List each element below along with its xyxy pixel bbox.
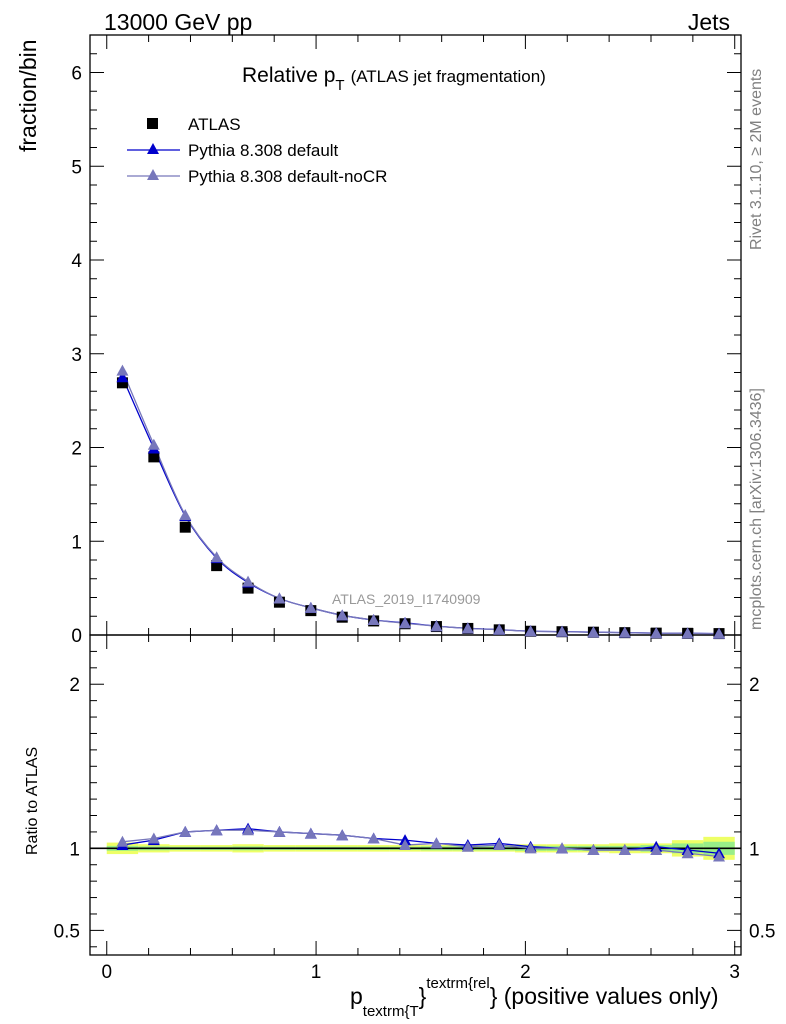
y-tick-label-main: 2 [71,439,82,460]
legend-label-nocr: Pythia 8.308 default-noCR [188,167,387,186]
y-tick-label-main: 4 [71,251,82,272]
ratio-point-pythia-8-308-default-nocr [618,843,631,855]
point-pythia-8-308-default-nocr [147,438,160,450]
ratio-point-pythia-8-308-default-nocr [461,840,474,852]
ratio-point-pythia-8-308-default-nocr [524,842,537,854]
xlabel-rest: } (positive values only) [490,983,719,1009]
y-tick-label-main: 1 [71,532,82,553]
axis-tick-labels: 0 1 2 3 0 1 2 3 4 5 6 0.5 0.5 1 1 2 2 [54,64,776,984]
header-left: 13000 GeV pp [104,9,252,35]
x-tick-label: 2 [520,962,531,983]
y-tick-label-main: 0 [71,626,82,647]
ratio-point-pythia-8-308-default-nocr [587,843,600,855]
point-pythia-8-308-default-nocr [493,623,506,635]
point-pythia-8-308-default-nocr [524,625,537,637]
ratio-point-pythia-8-308-default-nocr [147,832,160,844]
legend-marker-atlas [147,118,158,129]
x-tick-label: 3 [729,962,740,983]
xlabel-sup: textrm{rel [426,975,489,992]
point-pythia-8-308-default-nocr [336,609,349,621]
point-atlas [211,560,223,572]
x-tick-label: 0 [101,962,112,983]
legend: ATLAS Pythia 8.308 default Pythia 8.308 … [127,115,387,186]
y-tick-label-ratio: 1 [69,839,80,860]
y-tick-label-main: 6 [71,64,82,85]
y-tick-label-main: 5 [71,157,82,178]
y-tick-label-ratio-right: 2 [749,675,760,696]
x-tick-label: 1 [311,962,322,983]
ratio-line-pythia-8-308-default-nocr [122,829,720,858]
ratio-point-pythia-8-308-default-nocr [430,837,443,849]
point-pythia-8-308-default-nocr [430,620,443,632]
legend-label-atlas: ATLAS [188,115,241,134]
ratio-point-pythia-8-308-default-nocr [713,850,726,862]
point-pythia-8-308-default-nocr [210,551,223,563]
y-tick-label-main: 3 [71,345,82,366]
point-pythia-8-308-default-nocr [618,626,631,638]
ylabel-ratio: Ratio to ATLAS [24,747,41,855]
point-pythia-8-308-default-nocr [116,364,129,376]
xlabel: ptextrm{T}textrm{rel} (positive values o… [350,975,719,1020]
point-atlas [116,377,128,389]
y-tick-label-ratio: 2 [69,675,80,696]
y-tick-label-ratio: 0.5 [54,921,80,942]
point-pythia-8-308-default [116,371,129,383]
ratio-point-pythia-8-308-default-nocr [304,827,317,839]
ratio-point-pythia-8-308-default-nocr [210,824,223,836]
point-pythia-8-308-default-nocr [650,627,663,639]
rivet-label: Rivet 3.1.10, ≥ 2M events [748,69,765,250]
point-atlas [148,451,160,463]
title-main-sub: T [335,77,344,94]
xlabel-p: p [350,983,363,1009]
ratio-point-pythia-8-308-default-nocr [681,847,694,859]
point-pythia-8-308-default-nocr [461,622,474,634]
ratio-point-pythia-8-308-default-nocr [179,825,192,837]
ratio-plot-frame [89,634,742,956]
point-pythia-8-308-default-nocr [179,509,192,520]
point-atlas [179,521,191,533]
point-pythia-8-308-default-nocr [681,627,694,639]
point-pythia-8-308-default-nocr [399,617,412,629]
ratio-point-pythia-8-308-default-nocr [493,839,506,851]
analysis-id: ATLAS_2019_I1740909 [332,591,481,607]
ratio-point-pythia-8-308-default-nocr [242,824,255,836]
xlabel-brace: } [419,983,427,1009]
ratio-point-pythia-8-308-default-nocr [399,839,412,851]
ratio-point-pythia-8-308-default-nocr [556,842,569,854]
legend-label-default: Pythia 8.308 default [188,141,339,160]
point-pythia-8-308-default-nocr [367,614,380,625]
y-tick-label-ratio-right: 1 [749,839,760,860]
ratio-series-markers [116,822,726,862]
ratio-series-lines [122,827,720,858]
y-tick-label-ratio-right: 0.5 [749,921,775,942]
point-pythia-8-308-default-nocr [713,627,726,639]
ratio-point-pythia-8-308-default-nocr [336,829,349,841]
ratio-point-pythia-8-308-default-nocr [273,825,286,837]
ratio-point-pythia-8-308-default-nocr [367,832,380,844]
title-detail: (ATLAS jet fragmentation) [351,67,546,86]
title-main: Relative p [242,64,335,87]
ratio-point-pythia-8-308-default-nocr [650,843,663,855]
legend-marker-nocr [147,169,159,180]
mcplots-label: mcplots.cern.ch [arXiv:1306.3436] [748,388,765,630]
xlabel-sub: textrm{T [363,1003,419,1020]
header-right: Jets [688,9,730,35]
point-pythia-8-308-default-nocr [273,592,286,604]
point-pythia-8-308-default-nocr [304,601,317,613]
ratio-point-pythia-8-308-default-nocr [116,835,129,847]
plot-title: Relative pT (ATLAS jet fragmentation) [242,64,546,94]
point-pythia-8-308-default-nocr [587,626,600,638]
point-pythia-8-308-default-nocr [556,625,569,637]
main-series-markers [116,364,726,640]
point-atlas [242,582,254,594]
legend-marker-default [147,143,159,154]
ylabel-main: fraction/bin [15,39,41,152]
point-pythia-8-308-default-nocr [242,575,255,587]
